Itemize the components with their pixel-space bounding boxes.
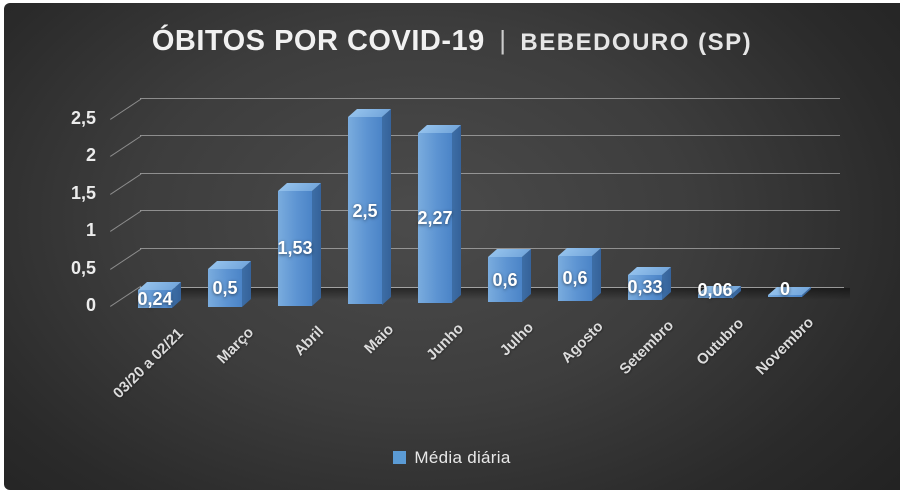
bar [418, 132, 452, 304]
bar-value-label: 0,33 [627, 277, 663, 298]
gridline [140, 247, 840, 249]
bar-value-label: 2,27 [417, 208, 453, 229]
bar [698, 293, 732, 299]
gridline-stub [110, 210, 142, 233]
gridline [140, 98, 840, 99]
x-axis-category-label: Agosto [558, 317, 608, 367]
bar-value-label: 0,24 [137, 289, 173, 309]
slide-background: ÓBITOS POR COVID-19 | BEBEDOURO (SP) 0 0,… [4, 3, 900, 490]
bar [768, 295, 802, 298]
bar-value-label: 1,53 [277, 238, 313, 259]
bar-value-label: 0,6 [562, 268, 588, 289]
x-axis-category-label: Maio [360, 321, 398, 358]
plot-area: 0 0,5 1 1,5 2 2,5 0,24 03/20 a 02/21 0,5 Março 1,5… [4, 3, 900, 490]
gridline [140, 135, 840, 137]
x-axis-category-label: Março [213, 323, 258, 368]
gridline-stub [110, 135, 142, 158]
y-axis-tick-label: 1 [85, 220, 96, 241]
legend-marker [393, 451, 407, 464]
x-axis-category-label: 03/20 a 02/21 [110, 325, 188, 402]
bar [488, 257, 522, 302]
bar [348, 116, 382, 305]
bar-value-label: 0 [779, 279, 790, 300]
gridline [140, 210, 840, 212]
gridline-stub [110, 98, 142, 120]
bar [138, 290, 172, 308]
legend-label: Média diária [414, 448, 511, 467]
x-axis-category-label: Abril [290, 322, 328, 359]
bar [278, 190, 312, 306]
gridline-stub [110, 248, 142, 270]
y-axis-tick-label: 2,5 [70, 108, 96, 128]
gridline-stub [110, 173, 142, 195]
gridline [140, 172, 840, 174]
bar-value-label: 2,5 [352, 200, 378, 221]
y-axis-tick-label: 0 [85, 295, 96, 315]
bar [558, 255, 592, 301]
bar [208, 269, 242, 307]
x-axis-category-label: Setembro [616, 316, 678, 378]
bar-value-label: 0,6 [492, 269, 518, 290]
bar-value-label: 0,06 [697, 280, 733, 301]
y-axis-tick-label: 2 [85, 145, 96, 166]
x-axis-category-label: Novembro [752, 314, 818, 379]
bar-value-label: 0,5 [212, 278, 238, 299]
x-axis-category-label: Julho [496, 319, 538, 360]
x-axis-category-label: Junho [423, 320, 468, 365]
legend: Média diária [4, 448, 900, 468]
chart-title-main: ÓBITOS POR COVID-19 [151, 25, 485, 57]
x-axis-category-label: Outubro [693, 315, 748, 370]
bar [628, 274, 662, 300]
chart-title-location: BEBEDOURO (SP) [520, 29, 753, 56]
y-axis-tick-label: 0,5 [70, 257, 96, 278]
y-axis-tick-label: 1,5 [70, 182, 96, 203]
chart-title: ÓBITOS POR COVID-19 | BEBEDOURO (SP) [4, 25, 900, 58]
chart-title-separator: | [499, 25, 506, 55]
